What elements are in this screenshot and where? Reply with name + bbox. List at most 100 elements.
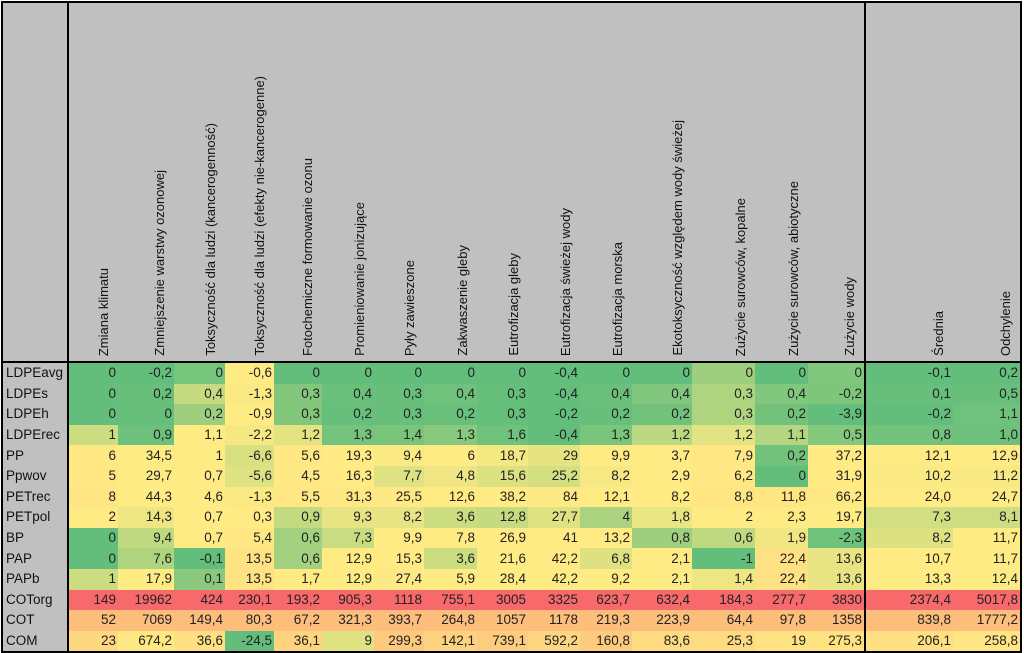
table-row: LDPEavg 0 -0,2 0 -0,6 0 0 0 0 0 -0,4 0 0 0 0 0 -0,1 0,2 xyxy=(2,362,1021,384)
value-cell: 2 xyxy=(692,507,755,528)
value-cell: 9,9 xyxy=(374,527,424,549)
value-cell: 13,6 xyxy=(808,548,866,569)
value-cell: 28,4 xyxy=(477,568,528,590)
value-cell: 1,1 xyxy=(755,424,808,446)
value-cell: 149 xyxy=(68,589,118,611)
value-cell: 42,2 xyxy=(528,548,580,569)
value-cell: 4,5 xyxy=(274,465,322,487)
value-cell: 29 xyxy=(528,445,580,466)
value-cell: 0,8 xyxy=(632,527,692,549)
value-cell: 8,1 xyxy=(953,507,1021,528)
value-cell: 1 xyxy=(68,424,118,446)
table-row: PAPb 1 17,9 0,1 13,5 1,7 12,9 27,4 5,9 28,4 42,2 9,… xyxy=(2,568,1021,590)
table-row: COM 23 674,2 36,6 -24,5 36,1 9 299,3 142,1 739,1 5… xyxy=(2,630,1021,653)
value-cell: 11,8 xyxy=(755,486,808,508)
value-cell: 8 xyxy=(68,486,118,508)
value-cell: 37,2 xyxy=(808,445,866,466)
value-cell: 0 xyxy=(374,362,424,384)
value-cell: 2,3 xyxy=(755,507,808,528)
value-cell: 7,9 xyxy=(692,445,755,466)
value-cell: 1,2 xyxy=(692,424,755,446)
value-cell: 0,4 xyxy=(322,383,374,405)
column-header-label: Zakwaszenie gleby xyxy=(455,245,470,356)
column-header: Fotochemiczne formowanie ozonu xyxy=(274,2,322,362)
value-cell: -0,6 xyxy=(225,362,274,384)
value-cell: 12,8 xyxy=(477,507,528,528)
value-cell: 193,2 xyxy=(274,589,322,611)
value-cell: 15,3 xyxy=(374,548,424,569)
value-cell: 15,6 xyxy=(477,465,528,487)
value-cell: 6,2 xyxy=(692,465,755,487)
value-cell: 7069 xyxy=(118,610,174,631)
value-cell: 1,1 xyxy=(174,424,225,446)
value-cell: 8,2 xyxy=(865,527,953,549)
column-header: Średnia xyxy=(865,2,953,362)
table-row: PP 6 34,5 1 -6,6 5,6 19,3 9,4 6 18,7 29 9,9 3,7 7,9 0,… xyxy=(2,445,1021,466)
value-cell: 19,3 xyxy=(322,445,374,466)
value-cell: 8,2 xyxy=(632,486,692,508)
value-cell: -0,4 xyxy=(528,424,580,446)
value-cell: -0,2 xyxy=(118,362,174,384)
value-cell: 80,3 xyxy=(225,610,274,631)
value-cell: 1,4 xyxy=(692,568,755,590)
value-cell: 5,9 xyxy=(424,568,477,590)
value-cell: -1 xyxy=(692,548,755,569)
column-header: Zużycie surowców, kopalne xyxy=(692,2,755,362)
column-header: Zużycie wody xyxy=(808,2,866,362)
value-cell: -1,3 xyxy=(225,383,274,405)
value-cell: 321,3 xyxy=(322,610,374,631)
column-header: Zmniejszenie warstwy ozonowej xyxy=(118,2,174,362)
value-cell: 0,7 xyxy=(174,527,225,549)
value-cell: 0,2 xyxy=(580,404,632,425)
value-cell: 3,6 xyxy=(424,507,477,528)
value-cell: 0 xyxy=(755,362,808,384)
value-cell: 0,9 xyxy=(274,507,322,528)
column-header: Eutrofizacja gleby xyxy=(477,2,528,362)
value-cell: 13,2 xyxy=(580,527,632,549)
value-cell: 0,4 xyxy=(424,383,477,405)
value-cell: -2,2 xyxy=(225,424,274,446)
value-cell: 18,7 xyxy=(477,445,528,466)
row-label: LDPEs xyxy=(2,383,69,405)
value-cell: 1178 xyxy=(528,610,580,631)
value-cell: 4,8 xyxy=(424,465,477,487)
value-cell: 25,5 xyxy=(374,486,424,508)
value-cell: 6 xyxy=(424,445,477,466)
value-cell: 36,6 xyxy=(174,630,225,653)
value-cell: 1,9 xyxy=(755,527,808,549)
value-cell: 7,3 xyxy=(322,527,374,549)
value-cell: 0,5 xyxy=(808,424,866,446)
value-cell: 11,7 xyxy=(953,548,1021,569)
value-cell: 2,1 xyxy=(632,548,692,569)
column-header: Odchylenie xyxy=(953,2,1021,362)
value-cell: 1,0 xyxy=(953,424,1021,446)
value-cell: 7,8 xyxy=(424,527,477,549)
column-header-label: Promieniowanie jonizujące xyxy=(352,202,367,356)
value-cell: -0,2 xyxy=(865,404,953,425)
value-cell: 4,6 xyxy=(174,486,225,508)
value-cell: 4 xyxy=(580,507,632,528)
value-cell: 0,6 xyxy=(274,548,322,569)
column-header: Eutrofizacja świeżej wody xyxy=(528,2,580,362)
value-cell: 5,5 xyxy=(274,486,322,508)
value-cell: 393,7 xyxy=(374,610,424,631)
value-cell: 84 xyxy=(528,486,580,508)
value-cell: 2,1 xyxy=(632,568,692,590)
value-cell: -1,3 xyxy=(225,486,274,508)
value-cell: 1,2 xyxy=(274,424,322,446)
row-label: LDPErec xyxy=(2,424,69,446)
value-cell: 0,3 xyxy=(477,383,528,405)
value-cell: 41 xyxy=(528,527,580,549)
value-cell: 5017,8 xyxy=(953,589,1021,611)
value-cell: 0 xyxy=(692,362,755,384)
value-cell: 7,7 xyxy=(374,465,424,487)
value-cell: 0,2 xyxy=(174,404,225,425)
column-header-label: Zmiana klimatu xyxy=(96,267,111,356)
value-cell: 755,1 xyxy=(424,589,477,611)
column-header-label: Zużycie surowców, abiotyczne xyxy=(786,181,801,356)
value-cell: 1,1 xyxy=(953,404,1021,425)
column-header-label: Średnia xyxy=(931,311,946,356)
value-cell: 23 xyxy=(68,630,118,653)
value-cell: 8,8 xyxy=(692,486,755,508)
